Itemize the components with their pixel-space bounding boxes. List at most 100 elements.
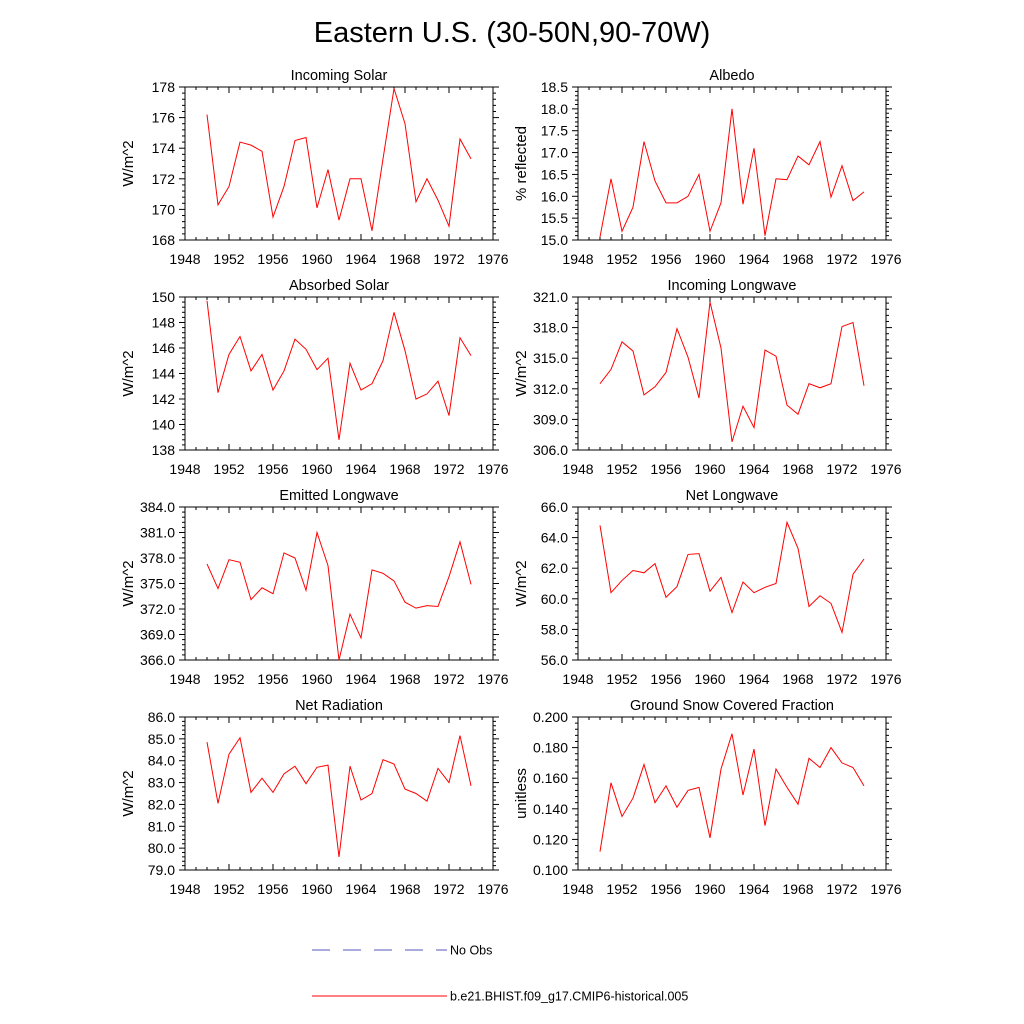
panel-5-ylabel: W/m^2 bbox=[120, 560, 137, 606]
panel-5-xtick-label: 1964 bbox=[345, 671, 376, 687]
panel-8-xtick-label: 1956 bbox=[650, 881, 681, 897]
panel-5-xtick-label: 1976 bbox=[477, 671, 508, 687]
panel-1-series-line bbox=[206, 88, 472, 231]
panel-4-xtick-label: 1976 bbox=[870, 461, 901, 477]
main-title: Eastern U.S. (30-50N,90-70W) bbox=[314, 17, 710, 49]
panel-4-series-line bbox=[599, 301, 865, 442]
panel-1-frame bbox=[184, 86, 494, 241]
panel-3: Absorbed Solar W/m^2 1948 1952 1956 1960 1964 1… bbox=[120, 278, 509, 477]
panel-8-xtick-label: 1964 bbox=[738, 881, 769, 897]
panel-3-ytick-label: 150 bbox=[152, 289, 176, 305]
panel-2-ytick-label: 18.5 bbox=[541, 79, 568, 95]
panel-7-xtick-label: 1972 bbox=[433, 881, 464, 897]
panel-3-ytick-label: 146 bbox=[152, 340, 176, 356]
panel-5-ytick-label: 366.0 bbox=[140, 652, 175, 668]
panel-8-ytick-label: 0.120 bbox=[533, 831, 568, 847]
panel-5: Emitted Longwave W/m^2 1948 1952 1956 1960 196… bbox=[120, 488, 509, 687]
legend: No Obs b.e21.BHIST.f09_g17.CMIP6-histori… bbox=[312, 944, 688, 1004]
panel-1-xtick-label: 1964 bbox=[345, 251, 376, 267]
panel-8-ylabel: unitless bbox=[513, 768, 530, 819]
panel-8-series-line bbox=[599, 733, 865, 852]
panel-2-xtick-label: 1952 bbox=[606, 251, 637, 267]
panel-4-ytick-label: 309.0 bbox=[533, 411, 568, 427]
panel-2-ylabel: % reflected bbox=[513, 126, 530, 201]
panel-2-xtick-label: 1960 bbox=[694, 251, 725, 267]
panel-8-title: Ground Snow Covered Fraction bbox=[630, 698, 834, 714]
panel-8-ytick-label: 0.180 bbox=[533, 740, 568, 756]
panel-5-xtick-label: 1972 bbox=[433, 671, 464, 687]
panel-7-title: Net Radiation bbox=[295, 698, 383, 714]
legend-model-label: b.e21.BHIST.f09_g17.CMIP6-historical.005 bbox=[450, 990, 688, 1004]
panel-4-xtick-label: 1972 bbox=[826, 461, 857, 477]
panel-8: Ground Snow Covered Fraction unitless 1948… bbox=[513, 698, 902, 897]
panel-3-xtick-label: 1956 bbox=[257, 461, 288, 477]
panel-7-ytick-label: 81.0 bbox=[148, 818, 175, 834]
panel-2-ytick-label: 15.0 bbox=[541, 232, 568, 248]
panel-3-xtick-label: 1972 bbox=[433, 461, 464, 477]
panel-4-ytick-label: 312.0 bbox=[533, 381, 568, 397]
panel-8-xtick-label: 1948 bbox=[562, 881, 593, 897]
panel-3-xtick-label: 1948 bbox=[169, 461, 200, 477]
panel-7-xtick-label: 1952 bbox=[213, 881, 244, 897]
panel-3-ylabel: W/m^2 bbox=[120, 350, 137, 396]
panel-1-ytick-label: 170 bbox=[152, 201, 176, 217]
panel-2-xtick-label: 1972 bbox=[826, 251, 857, 267]
panel-1-xtick-label: 1952 bbox=[213, 251, 244, 267]
panel-6-ytick-label: 58.0 bbox=[541, 621, 568, 637]
panel-7-ytick-label: 80.0 bbox=[148, 840, 175, 856]
panel-4-ytick-label: 306.0 bbox=[533, 442, 568, 458]
panel-5-xtick-label: 1968 bbox=[389, 671, 420, 687]
panel-4-frame bbox=[577, 296, 887, 451]
panel-2-ytick-label: 15.5 bbox=[541, 210, 568, 226]
panel-6-xtick-label: 1960 bbox=[694, 671, 725, 687]
panel-6-ylabel: W/m^2 bbox=[513, 560, 530, 606]
panel-7-series-line bbox=[206, 735, 472, 857]
panel-7-xtick-label: 1948 bbox=[169, 881, 200, 897]
panel-6-xtick-label: 1952 bbox=[606, 671, 637, 687]
panel-3-title: Absorbed Solar bbox=[289, 278, 389, 294]
panel-2-ytick-label: 18.0 bbox=[541, 101, 568, 117]
panel-3-xtick-label: 1976 bbox=[477, 461, 508, 477]
panel-4-xtick-label: 1952 bbox=[606, 461, 637, 477]
panel-6-ytick-label: 60.0 bbox=[541, 591, 568, 607]
panel-5-ytick-label: 381.0 bbox=[140, 525, 175, 541]
panel-5-ytick-label: 378.0 bbox=[140, 550, 175, 566]
panel-6: Net Longwave W/m^2 1948 1952 1956 1960 1964 196… bbox=[513, 488, 902, 687]
panel-7-frame bbox=[184, 716, 494, 871]
panel-8-ytick-label: 0.100 bbox=[533, 862, 568, 878]
panel-8-ytick-label: 0.160 bbox=[533, 770, 568, 786]
panel-3-ytick-label: 148 bbox=[152, 315, 176, 331]
panel-4-title: Incoming Longwave bbox=[668, 278, 797, 294]
panels: Incoming Solar W/m^2 1948 1952 1956 1960 1964 1… bbox=[120, 68, 902, 897]
panel-7-ytick-label: 82.0 bbox=[148, 796, 175, 812]
panel-4-ytick-label: 315.0 bbox=[533, 350, 568, 366]
panel-1-xtick-label: 1968 bbox=[389, 251, 420, 267]
panel-1-xtick-label: 1976 bbox=[477, 251, 508, 267]
panel-2-xtick-label: 1968 bbox=[782, 251, 813, 267]
panel-6-xtick-label: 1948 bbox=[562, 671, 593, 687]
panel-1: Incoming Solar W/m^2 1948 1952 1956 1960 1964 1… bbox=[120, 68, 509, 267]
panel-6-ytick-label: 64.0 bbox=[541, 530, 568, 546]
panel-2-xtick-label: 1948 bbox=[562, 251, 593, 267]
panel-3-xtick-label: 1952 bbox=[213, 461, 244, 477]
panel-4-xtick-label: 1968 bbox=[782, 461, 813, 477]
panel-6-xtick-label: 1956 bbox=[650, 671, 681, 687]
panel-1-ytick-label: 174 bbox=[152, 140, 176, 156]
panel-2-series-line bbox=[599, 108, 865, 238]
panel-7-ytick-label: 86.0 bbox=[148, 709, 175, 725]
panel-3-series-line bbox=[206, 300, 472, 440]
panel-6-ytick-label: 56.0 bbox=[541, 652, 568, 668]
panel-5-xtick-label: 1952 bbox=[213, 671, 244, 687]
panel-1-title: Incoming Solar bbox=[291, 68, 388, 84]
panel-1-ytick-label: 178 bbox=[152, 79, 176, 95]
panel-1-ytick-label: 176 bbox=[152, 110, 176, 126]
panel-3-xtick-label: 1960 bbox=[301, 461, 332, 477]
panel-3-ytick-label: 144 bbox=[152, 366, 176, 382]
panel-7-xtick-label: 1968 bbox=[389, 881, 420, 897]
panel-5-ytick-label: 369.0 bbox=[140, 627, 175, 643]
panel-5-title: Emitted Longwave bbox=[279, 488, 398, 504]
panel-7-ytick-label: 84.0 bbox=[148, 753, 175, 769]
panel-7-ytick-label: 79.0 bbox=[148, 862, 175, 878]
